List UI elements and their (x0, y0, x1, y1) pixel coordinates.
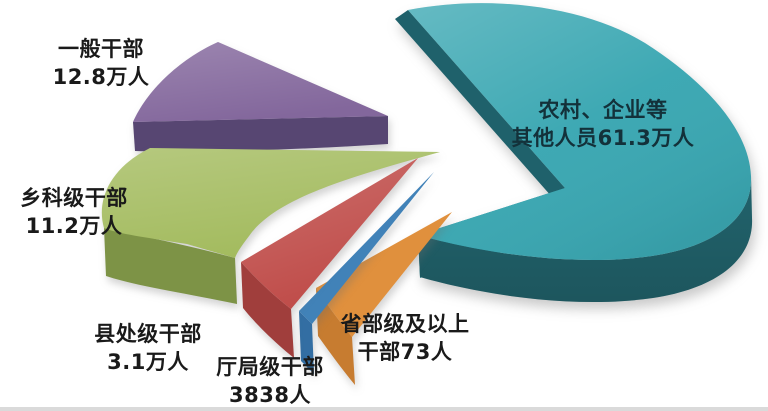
label-provincial-ministerial: 省部级及以上 干部73人 (341, 310, 470, 366)
label-general-cadres-line2: 12.8万人 (52, 65, 150, 89)
pie-slice-county-division-level (241, 158, 418, 358)
label-provincial-ministerial-line2: 干部73人 (357, 340, 453, 364)
rural-others-top-highlight (408, 3, 752, 261)
department-bureau-front-face (299, 311, 314, 374)
label-general-cadres-line1: 一般干部 (57, 37, 144, 61)
label-rural-others-line1: 农村、企业等 (538, 98, 668, 122)
county-division-front-face (241, 262, 294, 358)
label-township-section-level: 乡科级干部 11.2万人 (20, 184, 128, 240)
label-provincial-ministerial-line1: 省部级及以上 (340, 312, 470, 336)
label-county-division-line1: 县处级干部 (94, 322, 202, 346)
label-department-bureau-level: 厅局级干部 3838人 (216, 353, 324, 409)
pie-slice-department-bureau-level (299, 172, 434, 374)
township-section-side-face (104, 228, 237, 304)
general-cadres-top-highlight (133, 42, 388, 122)
township-section-top-highlight (101, 148, 440, 258)
provincial-ministerial-front-face (316, 288, 355, 385)
label-rural-others-line2: 其他人员61.3万人 (511, 126, 695, 150)
label-general-cadres: 一般干部 12.8万人 (53, 35, 150, 91)
county-division-top-highlight (241, 158, 418, 309)
rural-others-inner-wall-face (395, 10, 565, 197)
bottom-border-line (0, 407, 768, 411)
pie-slice-provincial-ministerial (316, 212, 452, 385)
pie-slice-township-section-level (101, 148, 440, 304)
department-bureau-top-face (299, 172, 434, 324)
pie-slice-general-cadres (133, 42, 388, 152)
general-cadres-side-face (133, 116, 388, 152)
label-township-section-line2: 11.2万人 (25, 214, 123, 238)
label-department-bureau-line1: 厅局级干部 (216, 355, 324, 379)
label-county-division-line2: 3.1万人 (107, 350, 189, 374)
label-county-division-level: 县处级干部 3.1万人 (94, 320, 202, 376)
label-township-section-line1: 乡科级干部 (20, 186, 128, 210)
pie-slice-rural-others (395, 3, 753, 303)
label-department-bureau-line2: 3838人 (229, 383, 311, 407)
rural-others-rim-shade (418, 176, 753, 303)
provincial-ministerial-top-face (316, 212, 452, 337)
label-rural-others: 农村、企业等 其他人员61.3万人 (512, 96, 695, 152)
